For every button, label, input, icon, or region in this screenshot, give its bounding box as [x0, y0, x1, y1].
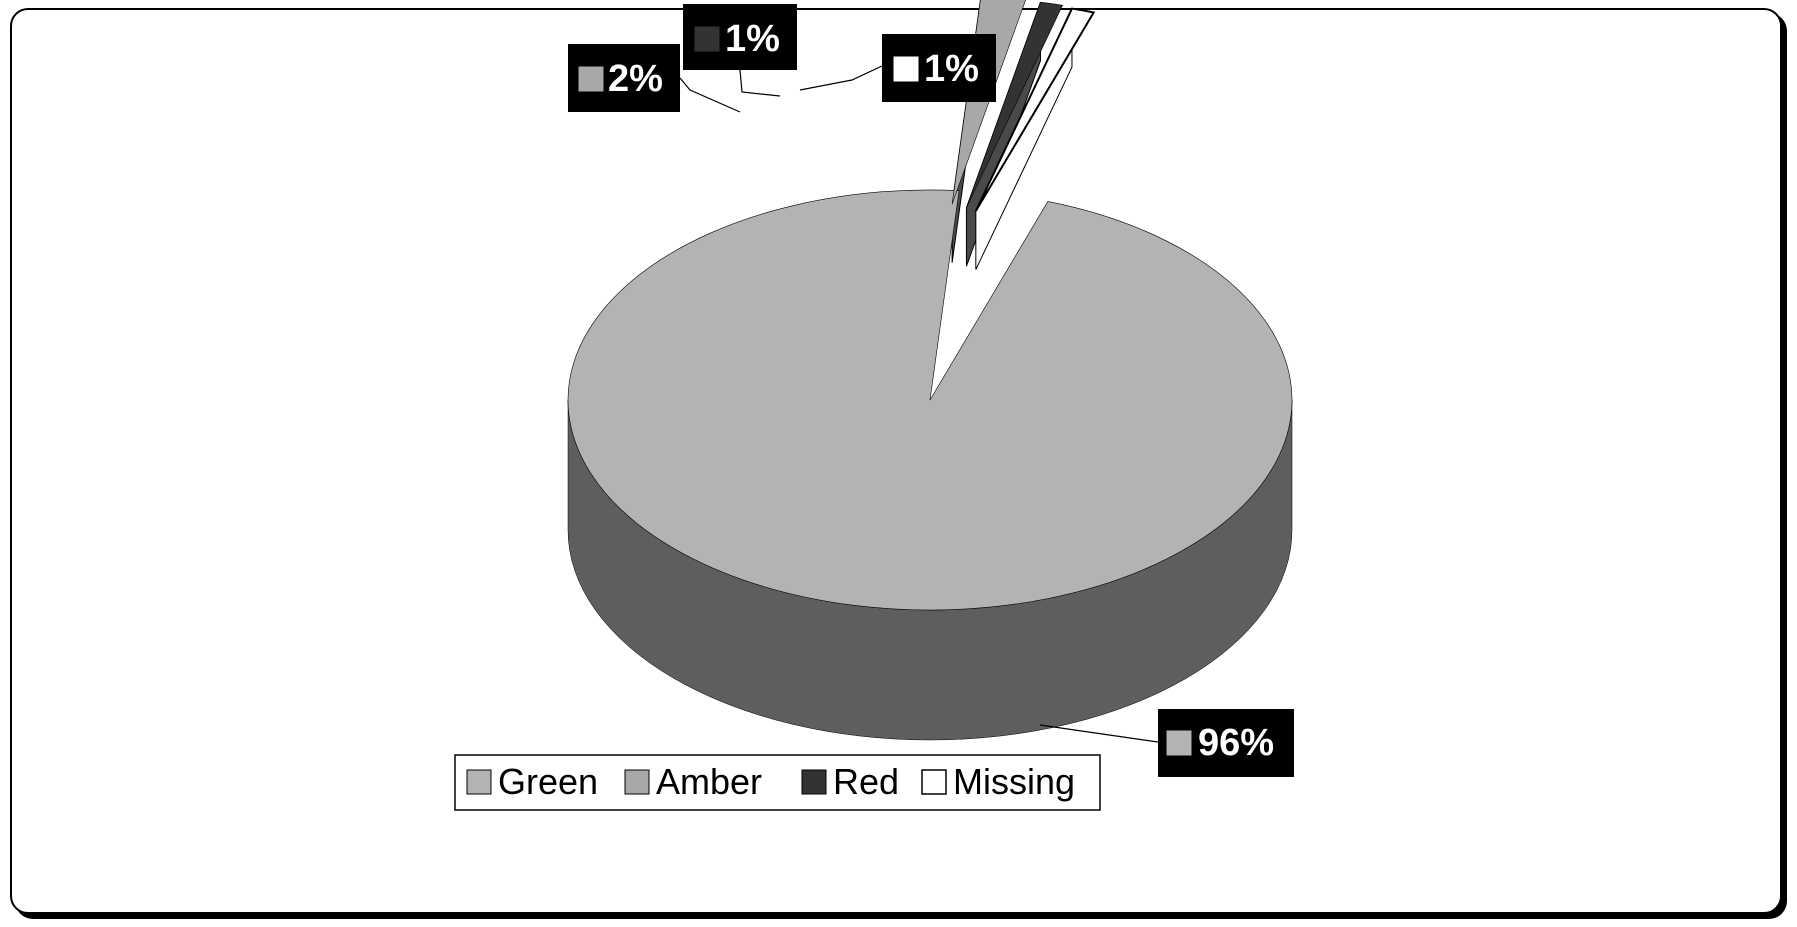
legend-label-red: Red: [833, 761, 899, 802]
pie-slice-green: [567, 189, 1293, 611]
legend: Green Amber Red Missing: [454, 754, 1101, 811]
legend-label-missing: Missing: [953, 761, 1075, 802]
legend-label-green: Green: [498, 761, 598, 802]
leader-line-amber: [679, 77, 741, 113]
legend-swatch-red: [801, 769, 827, 795]
pie-layer: [567, 0, 1293, 741]
legend-swatch-green: [466, 769, 492, 795]
pie-slice-red: [966, 1, 1064, 208]
data-label-missing-text: 1%: [924, 48, 979, 90]
leader-line-missing: [799, 65, 883, 91]
data-label-amber-text: 2%: [608, 58, 663, 100]
data-label-green-text: 96%: [1198, 722, 1274, 764]
leader-line-red: [739, 69, 781, 97]
legend-swatch-missing: [921, 769, 947, 795]
data-label-red-text: 1%: [725, 18, 780, 60]
data-label-amber: 2%: [568, 44, 680, 112]
leader-lines: [679, 65, 1159, 743]
legend-swatch-amber: [624, 769, 650, 795]
legend-box: [454, 754, 1101, 811]
pie-slice-missing: [974, 7, 1096, 212]
legend-label-amber: Amber: [656, 761, 762, 802]
leader-line-green: [1039, 724, 1159, 743]
data-label-green: 96%: [1158, 709, 1294, 777]
data-label-red: 1%: [683, 4, 797, 70]
data-label-missing: 1%: [882, 34, 996, 102]
